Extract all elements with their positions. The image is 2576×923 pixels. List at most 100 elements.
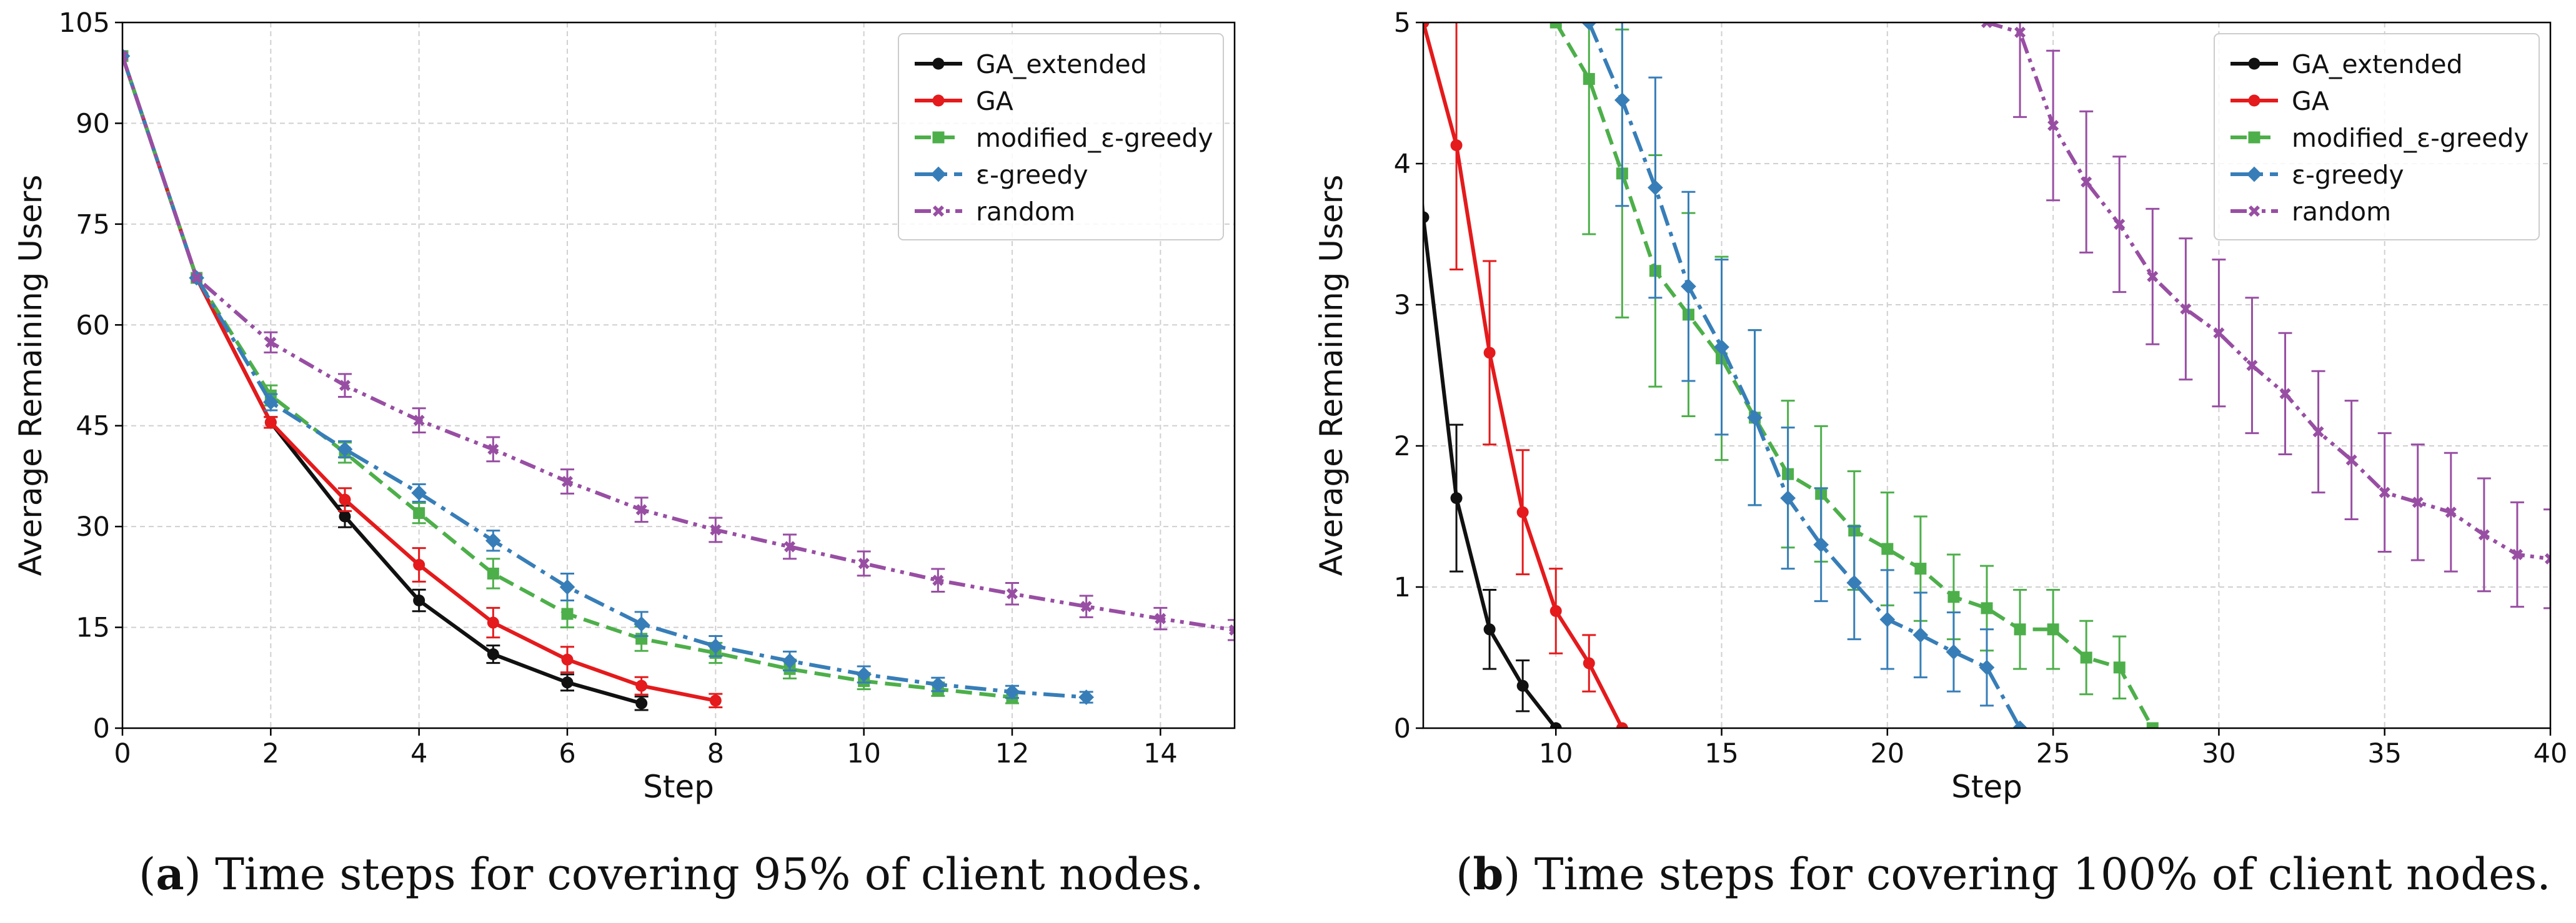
legend-swatch-marker [2246,166,2262,182]
y-tick-label: 0 [1394,713,1411,744]
data-point [2012,720,2028,728]
data-point [2147,270,2159,282]
data-point [1483,347,1496,359]
axes-frame-b [1422,21,2552,729]
data-point [265,337,277,348]
data-point [1549,605,1562,617]
legend-entry: random [976,197,1075,227]
data-point [2279,388,2291,400]
data-point [1516,679,1529,692]
data-point [561,676,574,689]
legend-box [898,33,1224,240]
y-axis-label-a: Average Remaining Users [12,175,49,576]
data-point [339,510,351,523]
data-point [2246,360,2258,372]
data-point [1912,627,1929,643]
legend-swatch-marker [2248,205,2260,217]
data-point [856,666,872,683]
caption-a-label: a [156,848,184,900]
series-a-4 [122,50,1235,641]
data-point [1681,279,1696,294]
x-tick-label: 30 [2202,738,2236,769]
series-line [1423,196,1558,728]
legend-entry: ε-greedy [976,160,1088,190]
data-point [1879,611,1896,628]
legend-swatch-marker [2248,131,2260,144]
legend-entry: GA [976,86,1013,116]
data-point [2047,119,2059,132]
x-tick-label: 25 [2036,738,2071,769]
data-point [2047,623,2059,636]
data-point [2544,553,2550,565]
x-tick-label: 8 [707,738,724,769]
data-point [559,579,575,595]
data-point [1006,588,1018,600]
x-tick-label: 10 [847,738,881,769]
data-point [2345,454,2357,466]
data-point [337,442,353,457]
data-point [561,476,574,488]
data-point [930,676,946,693]
data-point [1078,689,1095,705]
legend-swatch-marker [2248,94,2260,107]
caption-b-label: b [1473,848,1504,900]
data-point [191,272,202,284]
data-point [1155,613,1166,624]
data-point [1516,506,1529,518]
x-tick-label: 12 [995,738,1030,769]
data-point [2146,722,2159,728]
series-line [122,55,1235,632]
legend-a: GA_extended GA modified_ε-greedy ε-greedy ra… [898,33,1224,240]
data-point [635,679,648,692]
data-point [1423,211,1430,224]
data-point [1549,722,1562,728]
data-point [709,694,722,707]
axes-frame-a [121,21,1236,729]
legend-swatch-marker [2248,57,2260,70]
data-point [1583,72,1595,85]
legend-entry: modified_ε-greedy [2292,123,2529,153]
data-point [2213,327,2225,339]
data-point [1228,624,1235,636]
legend-b: GA_extended GA modified_ε-greedy ε-greedy ra… [2214,33,2540,240]
series-b-3 [1581,22,2028,728]
data-point [932,575,944,586]
data-point [413,595,425,607]
series-b-4 [1981,22,2550,610]
data-point [1947,591,1960,603]
data-point [782,653,798,669]
legend-swatch-marker [932,57,945,70]
caption-b: (b) Time steps for covering 100% of clie… [1456,848,2551,900]
data-point [413,558,425,571]
y-tick-label: 2 [1394,431,1411,462]
x-tick-label: 4 [410,738,427,769]
data-point [339,493,351,506]
data-point [635,697,648,709]
data-point [1004,684,1020,700]
series-line [1986,22,2550,561]
legend-swatch-marker [932,131,945,144]
data-point [783,541,796,553]
y-tick-label: 60 [76,310,110,341]
x-tick-label: 15 [1704,738,1739,769]
plot-area-b [1423,22,2550,728]
data-point [2379,486,2390,498]
data-point [1616,722,1628,728]
series-b-1 [1423,22,1628,728]
data-point [413,415,425,427]
data-point [2113,661,2126,674]
data-point [561,653,574,666]
data-point [1914,563,1927,575]
legend-entry: GA [2292,86,2329,116]
data-point [487,443,499,455]
legend-swatch-marker [932,205,945,217]
legend-entry: ε-greedy [2292,160,2404,190]
data-point [1714,339,1729,355]
y-tick-label: 15 [76,613,110,644]
x-tick-label: 35 [2367,738,2402,769]
x-tick-label: 20 [1870,738,1904,769]
legend-entry: GA_extended [976,49,1147,79]
x-tick-label: 10 [1539,738,1573,769]
legend-entry: modified_ε-greedy [976,123,1213,153]
